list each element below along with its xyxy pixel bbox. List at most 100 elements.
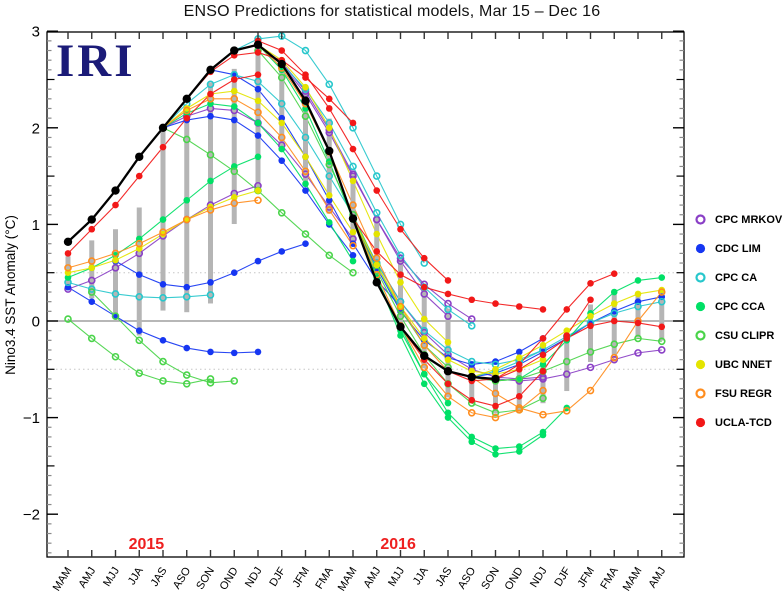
forecast-point (467, 408, 476, 417)
forecast-point (396, 312, 405, 320)
forecast-point (254, 49, 262, 56)
x-tick-label: MAM (51, 565, 75, 593)
y-tick-label: −1 (23, 410, 40, 427)
forecast-point (515, 361, 523, 368)
forecast-point (658, 323, 666, 331)
forecast-line (281, 63, 473, 327)
forecast-point (562, 357, 571, 366)
forecast-point (539, 335, 547, 342)
x-tick-label: DJF (267, 565, 288, 589)
forecast-point (420, 363, 429, 372)
forecast-point (515, 366, 523, 373)
forecast-point (159, 377, 167, 385)
forecast-point (563, 306, 571, 313)
observed-point (348, 214, 358, 223)
forecast-point (610, 300, 618, 307)
forecast-point (302, 71, 309, 78)
forecast-point (277, 209, 286, 217)
observed-point (158, 123, 168, 132)
forecast-point (468, 438, 476, 446)
forecast-point (492, 451, 499, 458)
forecast-point (657, 288, 666, 296)
forecast-point (658, 274, 666, 281)
model-spread-bar (374, 217, 380, 278)
observed-point (443, 367, 453, 376)
x-tick-label: FMA (598, 565, 621, 592)
forecast-point (610, 308, 618, 315)
forecast-point (111, 352, 120, 361)
forecast-point (206, 206, 215, 214)
forecast-point (230, 87, 238, 95)
model-spread-bar (398, 258, 403, 327)
forecast-point (207, 348, 214, 356)
forecast-point (206, 379, 215, 387)
forecast-point (112, 256, 119, 264)
forecast-point (159, 337, 167, 344)
forecast-point (539, 428, 547, 436)
legend-open-circle-icon (695, 214, 706, 225)
forecast-point (159, 228, 167, 236)
legend-filled-circle-icon (695, 301, 706, 312)
forecast-point (302, 153, 309, 161)
forecast-point (206, 291, 215, 299)
forecast-point (182, 215, 191, 224)
forecast-point (657, 346, 666, 354)
observed-point (277, 59, 286, 69)
legend-label: UBC NNET (715, 358, 772, 371)
forecast-point (610, 340, 619, 348)
year-label: 2015 (129, 536, 165, 553)
forecast-point (87, 257, 96, 265)
forecast-point (230, 199, 239, 207)
forecast-point (254, 153, 262, 161)
forecast-point (444, 338, 452, 346)
forecast-point (325, 160, 334, 169)
forecast-point (563, 335, 571, 342)
observed-point (325, 146, 334, 156)
observed-point (372, 278, 381, 287)
forecast-point (230, 116, 238, 124)
forecast-point (373, 230, 381, 238)
x-tick-label: ASO (456, 565, 479, 591)
forecast-point (586, 363, 595, 372)
forecast-point (230, 167, 239, 176)
observed-point (301, 96, 310, 105)
forecast-point (111, 264, 120, 272)
forecast-point (349, 177, 357, 185)
x-tick-label: MJJ (386, 565, 407, 588)
forecast-point (444, 305, 452, 314)
forecast-point (397, 332, 404, 339)
forecast-point (87, 334, 96, 343)
legend-item-cpc-cca: CPC CCA (694, 292, 782, 321)
observed-point (87, 215, 96, 224)
x-tick-label: MAM (336, 565, 360, 593)
forecast-point (397, 271, 404, 278)
forecast-point (325, 124, 333, 132)
forecast-point (325, 203, 334, 211)
forecast-point (420, 283, 428, 291)
forecast-point (88, 298, 96, 305)
year-label: 2016 (380, 536, 416, 553)
x-tick-label: MAM (621, 565, 645, 593)
forecast-point (111, 290, 120, 298)
forecast-point (183, 196, 191, 204)
forecast-point (587, 296, 594, 304)
x-tick-label: JJA (411, 565, 431, 587)
model-spread-bar (635, 294, 641, 338)
legend-label: CPC MRKOV (715, 213, 783, 226)
forecast-point (183, 105, 191, 112)
forecast-line (67, 318, 211, 385)
x-tick-label: JAS (434, 565, 455, 588)
model-spread-bar (184, 107, 190, 313)
forecast-point (586, 386, 595, 395)
legend-item-ubc-nnet: UBC NNET (694, 350, 782, 379)
legend-item-cpc-ca: CPC CA (694, 263, 782, 292)
forecast-point (562, 407, 571, 415)
y-tick-label: 1 (32, 217, 40, 234)
legend-item-cpc-mrkov: CPC MRKOV (694, 205, 782, 234)
legend-filled-circle-icon (695, 359, 706, 370)
forecast-line (447, 273, 615, 382)
forecast-point (302, 240, 309, 248)
forecast-point (610, 270, 618, 277)
